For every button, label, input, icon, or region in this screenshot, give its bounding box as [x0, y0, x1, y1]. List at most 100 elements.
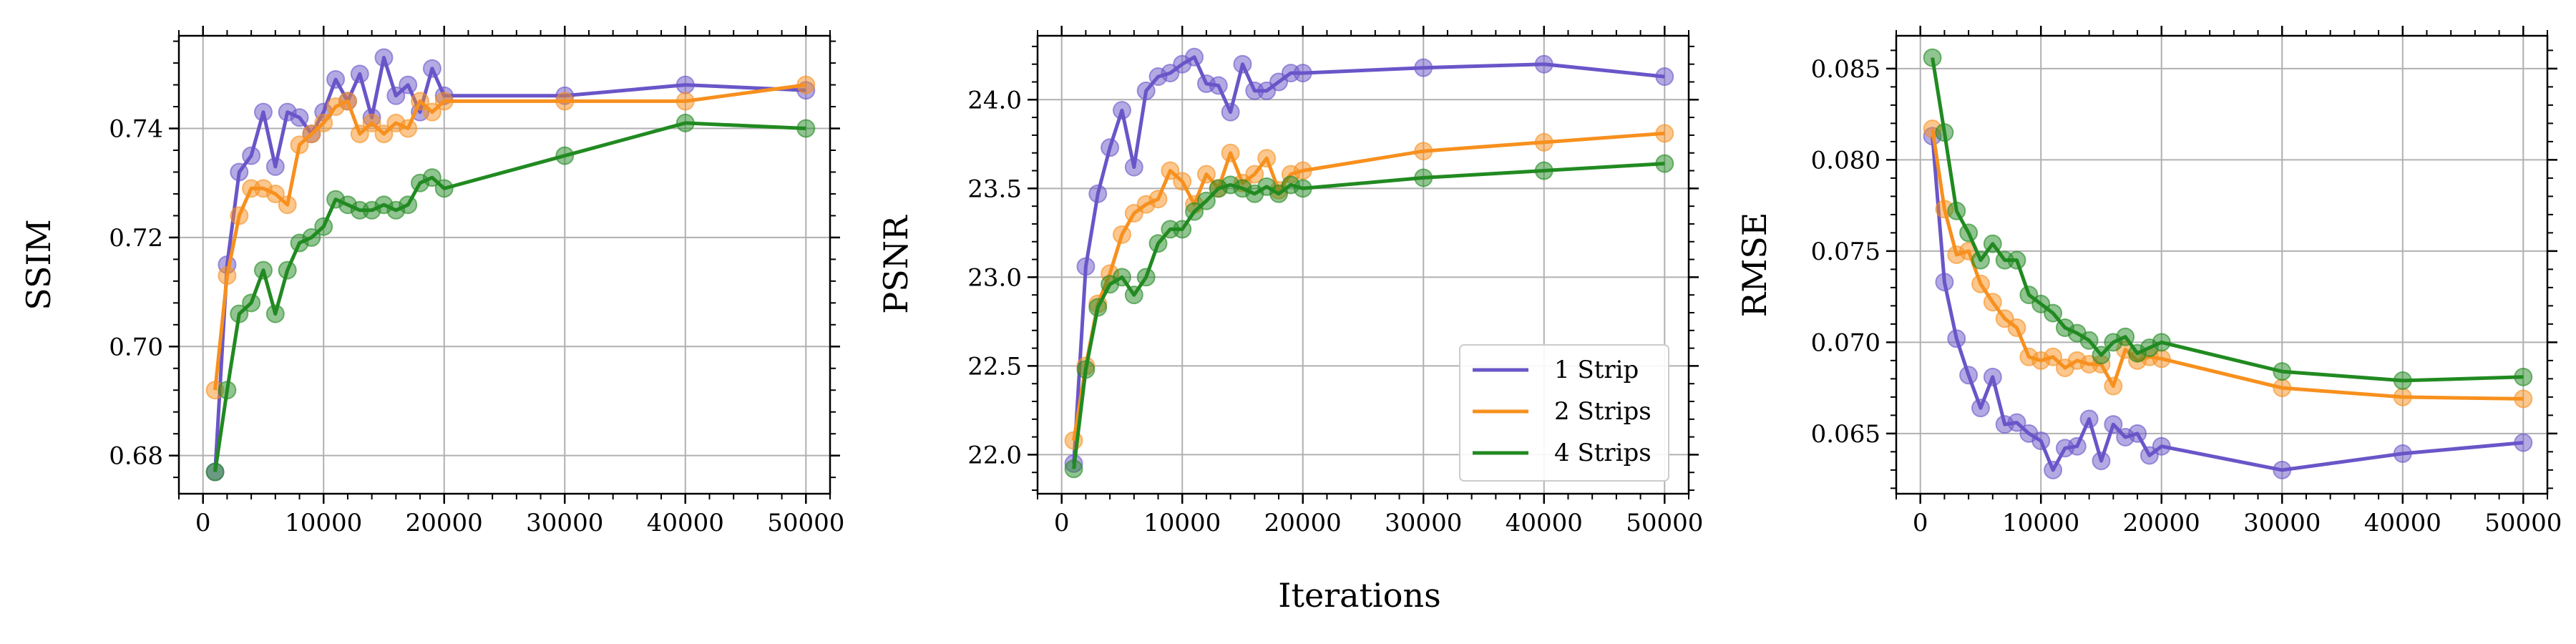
- y-tick-label: 0.065: [1811, 420, 1880, 449]
- data-point: [1233, 54, 1252, 74]
- data-point: [230, 304, 249, 323]
- data-point: [253, 260, 273, 280]
- data-point: [2393, 387, 2412, 406]
- data-point: [2393, 444, 2412, 463]
- data-point: [1124, 286, 1143, 305]
- data-point: [1136, 268, 1156, 287]
- data-point: [2079, 331, 2099, 350]
- y-tick-label: 0.070: [1811, 328, 1880, 357]
- data-point: [218, 266, 237, 286]
- data-point: [1196, 191, 1216, 210]
- data-point: [2273, 379, 2292, 398]
- x-tick-label: 40000: [647, 509, 724, 537]
- legend: 1 Strip 2 Strips 4 Strips: [1459, 344, 1669, 482]
- panel-rmse: 0 10000 20000 30000 40000 50000 0.065 0.070 0.07…: [1735, 26, 2562, 537]
- data-point: [434, 179, 454, 198]
- data-point: [338, 92, 357, 111]
- data-point: [242, 293, 261, 313]
- data-point: [2079, 409, 2099, 429]
- data-point: [1935, 123, 1954, 142]
- data-point: [265, 304, 285, 323]
- data-point: [675, 92, 695, 111]
- x-tick-label: 10000: [1143, 509, 1221, 537]
- data-point: [1655, 124, 1674, 143]
- data-point: [2044, 460, 2063, 479]
- data-point: [1293, 64, 1312, 83]
- data-point: [1414, 168, 1433, 187]
- data-point: [434, 92, 454, 111]
- y-axis-label: PSNR: [877, 215, 915, 314]
- data-point: [2116, 327, 2135, 346]
- data-point: [1064, 431, 1083, 450]
- data-point: [2092, 452, 2111, 471]
- x-tick-label: 50000: [1626, 509, 1703, 537]
- data-point: [1185, 202, 1204, 221]
- x-tick-label: 20000: [406, 509, 483, 537]
- x-tick-label: 10000: [285, 509, 362, 537]
- y-tick-label: 0.70: [109, 333, 163, 361]
- data-point: [2007, 318, 2026, 337]
- data-point: [253, 102, 273, 122]
- y-axis-label: RMSE: [1735, 213, 1774, 318]
- data-point: [2273, 362, 2292, 381]
- data-point: [2104, 376, 2123, 396]
- data-point: [362, 113, 381, 132]
- data-point: [386, 86, 406, 105]
- data-point: [2067, 436, 2087, 456]
- data-point: [1112, 101, 1131, 120]
- data-point: [1983, 293, 2002, 312]
- data-point: [399, 119, 418, 138]
- legend-label: 4 Strips: [1554, 439, 1652, 467]
- y-tick-label: 0.72: [109, 224, 163, 253]
- data-point: [1064, 459, 1083, 479]
- data-point: [2393, 371, 2412, 390]
- data-point: [230, 162, 249, 182]
- data-point: [1971, 250, 1990, 270]
- data-point: [278, 195, 297, 215]
- data-point: [1245, 165, 1264, 184]
- data-point: [1414, 58, 1433, 77]
- series-line-4-strips: [213, 121, 806, 472]
- y-tick-label: 0.74: [109, 115, 163, 144]
- data-point: [2044, 347, 2063, 366]
- data-point: [290, 135, 309, 155]
- data-point: [675, 113, 695, 132]
- y-tick-label: 0.075: [1811, 238, 1880, 266]
- legend-label: 1 Strip: [1554, 356, 1639, 384]
- x-tick-label: 0: [195, 509, 211, 537]
- data-point: [1983, 367, 2002, 386]
- data-point: [1293, 179, 1312, 198]
- data-point: [218, 381, 237, 400]
- data-point: [1923, 48, 1942, 67]
- data-point: [1101, 138, 1120, 157]
- x-tick-label: 40000: [2364, 509, 2441, 537]
- y-tick-label: 0.080: [1811, 146, 1880, 175]
- x-tick-label: 40000: [1506, 509, 1583, 537]
- data-point: [265, 157, 285, 176]
- data-point: [1221, 143, 1240, 162]
- data-point: [265, 184, 285, 203]
- data-point: [350, 125, 369, 144]
- data-point: [555, 146, 575, 165]
- data-point: [1293, 161, 1312, 180]
- data-point: [374, 125, 394, 144]
- data-point: [1088, 184, 1108, 203]
- data-point: [1209, 76, 1228, 95]
- x-tick-label: 30000: [1385, 509, 1462, 537]
- data-point: [1148, 190, 1168, 209]
- panels: 0 10000 20000 30000 40000 50000 0.68 0.70 0.72 0.…: [19, 26, 2562, 537]
- data-point: [1148, 234, 1168, 253]
- data-point: [230, 206, 249, 225]
- axes-frame: [1036, 34, 1690, 495]
- axes-frame: [1895, 34, 2549, 495]
- y-tick-label: 0.68: [109, 442, 163, 471]
- x-tick-label: 0: [1054, 509, 1070, 537]
- panel-ssim: 0 10000 20000 30000 40000 50000 0.68 0.70 0.72 0.…: [19, 26, 844, 537]
- data-point: [1088, 298, 1108, 317]
- data-point: [1935, 273, 1954, 292]
- y-tick-label: 22.5: [967, 352, 1022, 381]
- data-point: [796, 119, 816, 138]
- data-point: [399, 75, 418, 94]
- data-point: [1221, 102, 1240, 122]
